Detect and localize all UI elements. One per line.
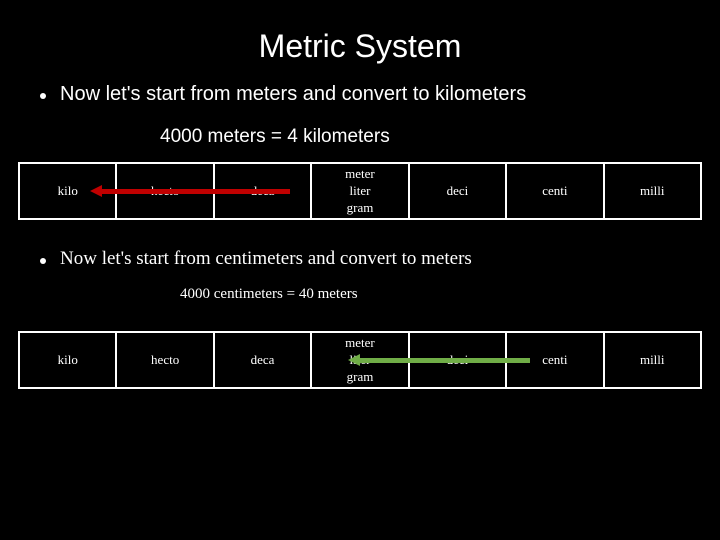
- bullet-2: Now let's start from centimeters and con…: [0, 248, 720, 270]
- prefix-table-2-wrap: kilo hecto deca meter liter gram deci ce…: [18, 331, 702, 389]
- bullet-1-text: Now let's start from meters and convert …: [60, 83, 526, 106]
- label-deci: deci: [447, 183, 469, 199]
- bullet-1: Now let's start from meters and convert …: [0, 83, 720, 106]
- cell-base: meter liter gram: [312, 164, 409, 218]
- label-meter: meter: [345, 167, 375, 181]
- prefix-table-1-wrap: kilo hecto deca meter liter gram deci ce…: [18, 162, 702, 220]
- label-centi-2: centi: [542, 352, 567, 368]
- cell-deca-2: deca: [215, 333, 312, 387]
- bullet-dot: [40, 258, 46, 264]
- cell-hecto-2: hecto: [117, 333, 214, 387]
- label-deca-2: deca: [251, 352, 275, 368]
- arrow-1-icon: [90, 185, 290, 197]
- label-kilo: kilo: [58, 183, 78, 199]
- conversion-1: 4000 meters = 4 kilometers: [0, 126, 720, 148]
- label-kilo-2: kilo: [58, 352, 78, 368]
- label-milli: milli: [640, 183, 665, 199]
- cell-kilo-2: kilo: [20, 333, 117, 387]
- bullet-dot: [40, 93, 46, 99]
- bullet-2-text: Now let's start from centimeters and con…: [60, 248, 472, 270]
- cell-milli: milli: [605, 164, 700, 218]
- label-centi: centi: [542, 183, 567, 199]
- page-title: Metric System: [0, 0, 720, 83]
- label-meter-2: meter: [345, 336, 375, 350]
- conversion-2: 4000 centimeters = 40 meters: [0, 286, 720, 303]
- label-liter: liter: [350, 184, 371, 198]
- arrow-2-icon: [348, 354, 530, 366]
- label-hecto-2: hecto: [151, 352, 179, 368]
- cell-deci: deci: [410, 164, 507, 218]
- cell-milli-2: milli: [605, 333, 700, 387]
- label-gram: gram: [347, 201, 374, 215]
- label-gram-2: gram: [347, 370, 374, 384]
- cell-centi: centi: [507, 164, 604, 218]
- label-milli-2: milli: [640, 352, 665, 368]
